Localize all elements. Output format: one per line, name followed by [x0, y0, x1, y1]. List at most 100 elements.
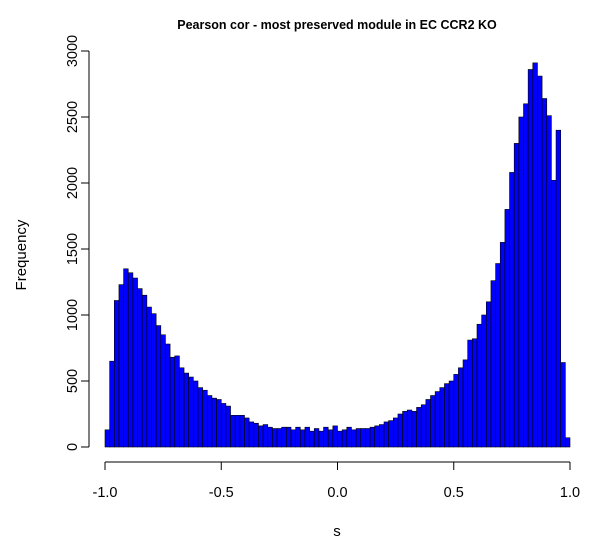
- histogram-bar: [565, 437, 571, 448]
- histogram-bar: [193, 380, 199, 448]
- histogram-bar: [165, 343, 171, 448]
- histogram-bar: [160, 334, 166, 448]
- histogram-bar: [114, 300, 120, 448]
- histogram-bar: [304, 426, 310, 448]
- histogram-bar: [527, 69, 534, 448]
- histogram-bar: [523, 103, 529, 448]
- histogram-bar: [397, 413, 403, 448]
- histogram-bar: [430, 395, 436, 448]
- histogram-bar: [546, 115, 552, 448]
- histogram-bar: [420, 404, 427, 448]
- histogram-bar: [179, 367, 185, 448]
- histogram-bar: [476, 323, 482, 448]
- x-tick-label: -1.0: [93, 485, 118, 501]
- histogram-bar: [406, 409, 413, 448]
- histogram-bar: [253, 422, 259, 448]
- y-tick-label: 500: [65, 369, 81, 393]
- histogram-bar: [462, 359, 468, 448]
- histogram-bar: [174, 355, 180, 448]
- histogram-bar: [495, 263, 501, 448]
- histogram-bar: [262, 424, 269, 448]
- y-tick-label: 2000: [65, 167, 81, 199]
- histogram-bar: [458, 367, 464, 448]
- histogram-bar: [541, 98, 548, 448]
- histogram-bar: [383, 421, 389, 448]
- histogram-bar: [141, 294, 148, 448]
- histogram-bar: [425, 399, 431, 448]
- histogram-bar: [392, 417, 399, 448]
- histogram-bar: [197, 387, 203, 448]
- histogram-bar: [379, 424, 385, 448]
- y-axis-label: Frequency: [13, 219, 30, 290]
- histogram-bar: [225, 405, 231, 448]
- histogram-bar: [202, 389, 208, 448]
- histogram-bar: [318, 430, 324, 448]
- x-tick-label: 1.0: [560, 485, 580, 501]
- chart-title: Pearson cor - most preserved module in E…: [177, 18, 497, 32]
- histogram-bar: [444, 383, 450, 448]
- x-axis-label: s: [333, 523, 341, 540]
- histogram-bar: [411, 411, 417, 448]
- histogram-bar: [551, 180, 557, 448]
- histogram-bar: [369, 426, 375, 448]
- histogram-bar: [207, 395, 213, 448]
- y-axis-ticks: 0 500 1000 1500 2000 2500 3000: [65, 35, 89, 451]
- histogram-bar: [472, 338, 478, 448]
- histogram-bar: [123, 268, 129, 448]
- histogram-bars: [104, 62, 571, 448]
- histogram-bar: [513, 143, 520, 448]
- histogram-bar: [155, 325, 162, 448]
- histogram-bar: [109, 360, 115, 448]
- histogram-bar: [416, 407, 422, 448]
- x-tick-label: 0.0: [327, 485, 347, 501]
- histogram-bar: [146, 306, 152, 448]
- histogram-bar: [323, 426, 329, 448]
- histogram-bar: [453, 374, 459, 448]
- histogram-bar: [216, 399, 222, 448]
- histogram-bar: [365, 428, 371, 448]
- y-tick-label: 3000: [65, 35, 81, 67]
- histogram-bar: [532, 62, 538, 448]
- histogram-bar: [327, 429, 334, 448]
- histogram-bar: [137, 288, 143, 448]
- histogram-bar: [276, 428, 282, 448]
- histogram-bar: [299, 429, 306, 448]
- histogram-bar: [286, 426, 292, 448]
- histogram-bar: [183, 372, 190, 448]
- histogram-bar: [295, 426, 301, 448]
- x-tick-label: 0.5: [444, 485, 464, 501]
- histogram-bar: [290, 429, 296, 448]
- histogram-bar: [151, 313, 157, 448]
- histogram-bar: [481, 314, 487, 448]
- histogram-bar: [248, 421, 255, 448]
- y-tick-label: 0: [65, 443, 81, 451]
- histogram-bar: [402, 411, 408, 448]
- histogram-bar: [127, 272, 134, 448]
- histogram-bar: [374, 425, 380, 448]
- histogram-bar: [169, 356, 176, 448]
- y-tick-label: 1500: [65, 233, 81, 265]
- histogram-bar: [239, 415, 245, 448]
- histogram-bar: [272, 428, 278, 448]
- histogram-bar: [485, 301, 492, 448]
- histogram-bar: [281, 426, 287, 448]
- histogram-bar: [448, 380, 455, 448]
- histogram-bar: [509, 172, 515, 448]
- histogram-bar: [360, 428, 366, 448]
- histogram-bar: [211, 397, 217, 448]
- histogram-bar: [504, 209, 510, 448]
- x-axis-ticks: -1.0 -0.5 0.0 0.5 1.0: [93, 462, 580, 501]
- histogram-bar: [555, 129, 561, 448]
- histogram-bar: [467, 339, 473, 448]
- histogram-bar: [537, 75, 543, 448]
- histogram-bar: [434, 391, 441, 448]
- histogram-bar: [518, 116, 524, 448]
- histogram-bar: [118, 284, 124, 448]
- histogram-bar: [337, 430, 343, 448]
- histogram-bar: [313, 428, 320, 448]
- histogram-bar: [230, 415, 236, 448]
- x-tick-label: -0.5: [209, 485, 234, 501]
- histogram-bar: [355, 428, 362, 448]
- histogram-bar: [234, 415, 241, 448]
